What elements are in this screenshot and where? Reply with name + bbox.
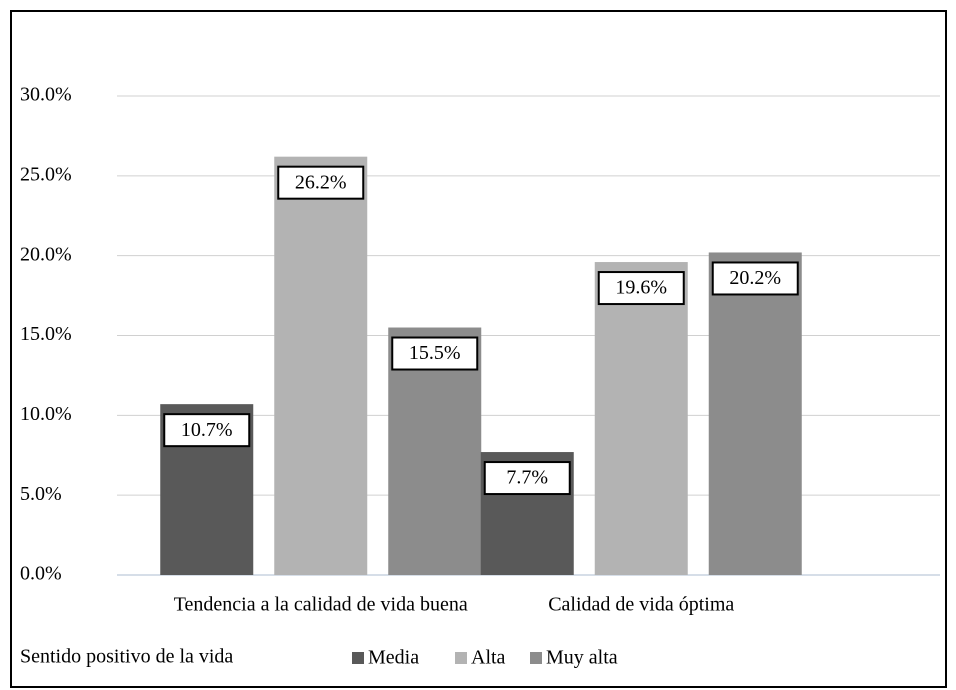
- data-label: 20.2%: [729, 267, 781, 289]
- data-label-box: [277, 165, 365, 200]
- y-tick-label: 20.0%: [20, 243, 72, 265]
- legend-swatch: [455, 652, 467, 664]
- y-tick-label: 25.0%: [20, 163, 72, 185]
- data-label-box: [711, 261, 799, 296]
- y-tick-label: 5.0%: [20, 483, 62, 505]
- x-tick-label: Tendencia a la calidad de vida buena: [174, 594, 468, 616]
- y-tick-label: 0.0%: [20, 563, 62, 585]
- data-label-box: [483, 461, 571, 496]
- bar: [274, 156, 368, 575]
- y-tick-label: 15.0%: [20, 323, 72, 345]
- bar: [594, 262, 688, 575]
- data-label: 7.7%: [506, 467, 548, 489]
- legend-label: Muy alta: [546, 647, 618, 669]
- data-label-box: [597, 271, 685, 306]
- legend-label: Alta: [471, 647, 506, 669]
- legend-swatch: [530, 652, 542, 664]
- y-tick-label: 30.0%: [20, 84, 72, 106]
- bar: [708, 252, 802, 575]
- legend-swatch: [352, 652, 364, 664]
- y-tick-label: 10.0%: [20, 403, 72, 425]
- x-tick-label: Calidad de vida óptima: [548, 594, 734, 616]
- data-label: 26.2%: [295, 171, 347, 193]
- legend-title: Sentido positivo de la vida: [20, 646, 233, 668]
- data-label-box: [391, 336, 479, 371]
- data-label: 10.7%: [181, 419, 233, 441]
- data-label: 19.6%: [615, 277, 667, 299]
- data-label-box: [163, 413, 251, 448]
- legend-label: Media: [368, 647, 419, 669]
- data-label: 15.5%: [409, 342, 461, 364]
